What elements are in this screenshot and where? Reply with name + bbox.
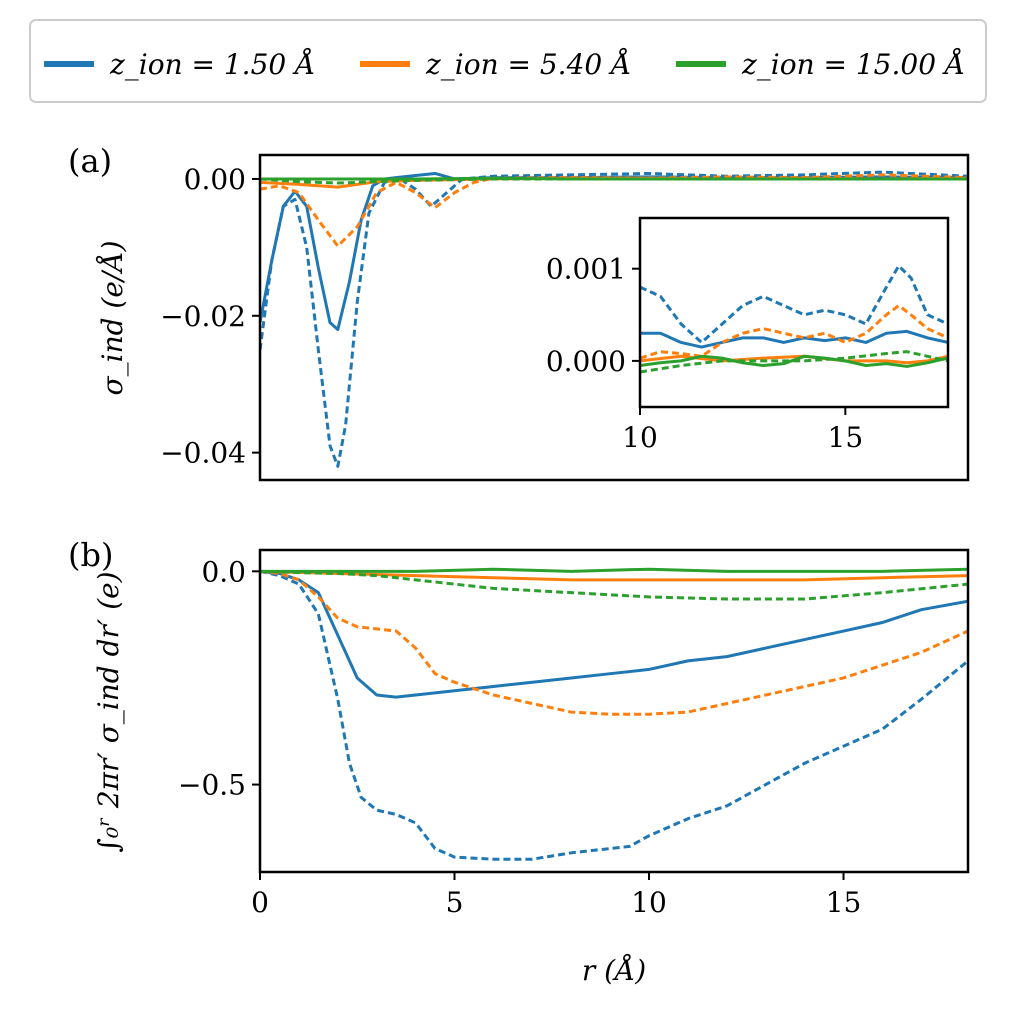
inset-plot: 0.000 0.001 10 15	[546, 216, 950, 454]
panel-a-frame	[258, 153, 970, 482]
panel-b: (b) 0.0 −0.5 0 5 10 15 ∫₀ʳ 2πr′ σ_ind dr′ (e)…	[68, 536, 970, 987]
panel-a-ytick-label: 0.00	[184, 163, 246, 196]
inset-series-3-dashed	[640, 304, 948, 360]
panel-b-series-3-dashed	[260, 569, 968, 716]
inset-series-5-dashed	[640, 350, 948, 374]
inset-ytick-label: 0.000	[546, 345, 626, 378]
panel-a-ylabel: σ_ind (e/Å)	[96, 241, 129, 396]
inset-series-0-solid	[640, 329, 948, 349]
inset-background	[640, 218, 948, 407]
panel-b-ytick-label: 0.0	[201, 555, 246, 588]
x-axis-label: r (Å)	[582, 954, 646, 987]
panel-a-ytick-label: −0.04	[160, 437, 246, 470]
panel-b-ytick-label: −0.5	[178, 769, 246, 802]
legend-label-1: z_ion = 5.40 Å	[425, 48, 631, 81]
panel-b-xtick-label: 5	[446, 886, 464, 919]
panel-a-series-5-dashed	[260, 177, 968, 185]
panel-b-series-5-dashed	[260, 569, 968, 601]
inset-xtick-label: 15	[828, 421, 864, 454]
panel-b-series-1-dashed	[260, 569, 968, 861]
panel-b-xtick-label: 0	[251, 886, 269, 919]
legend-label-0: z_ion = 1.50 Å	[109, 48, 315, 81]
panel-b-series-4-solid	[260, 567, 968, 573]
legend: z_ion = 1.50 Å z_ion = 5.40 Å z_ion = 15.0…	[29, 19, 987, 103]
panel-b-xtick-label: 10	[631, 886, 667, 919]
panel-a-ytick-label: −0.02	[160, 300, 246, 333]
inset-xtick-label: 10	[622, 421, 658, 454]
panel-b-label: (b)	[68, 536, 113, 574]
panel-b-ylabel: ∫₀ʳ 2πr′ σ_ind dr′ (e)	[92, 571, 125, 852]
inset-ytick-label: 0.001	[546, 253, 626, 286]
panel-b-frame	[258, 548, 970, 874]
panel-a-label: (a)	[68, 142, 112, 180]
panel-a-series-3-dashed	[260, 173, 968, 248]
panel-b-xtick-label: 15	[826, 886, 862, 919]
legend-frame	[29, 19, 987, 103]
panel-b-series-0-solid	[260, 569, 968, 699]
legend-label-2: z_ion = 15.00 Å	[741, 48, 965, 81]
inset-frame	[638, 216, 950, 409]
panel-a: (a) 0.00−0.02−0.04 σ_ind (e/Å) 0.0000.00…	[68, 142, 970, 482]
inset-series-1-dashed	[640, 264, 948, 344]
